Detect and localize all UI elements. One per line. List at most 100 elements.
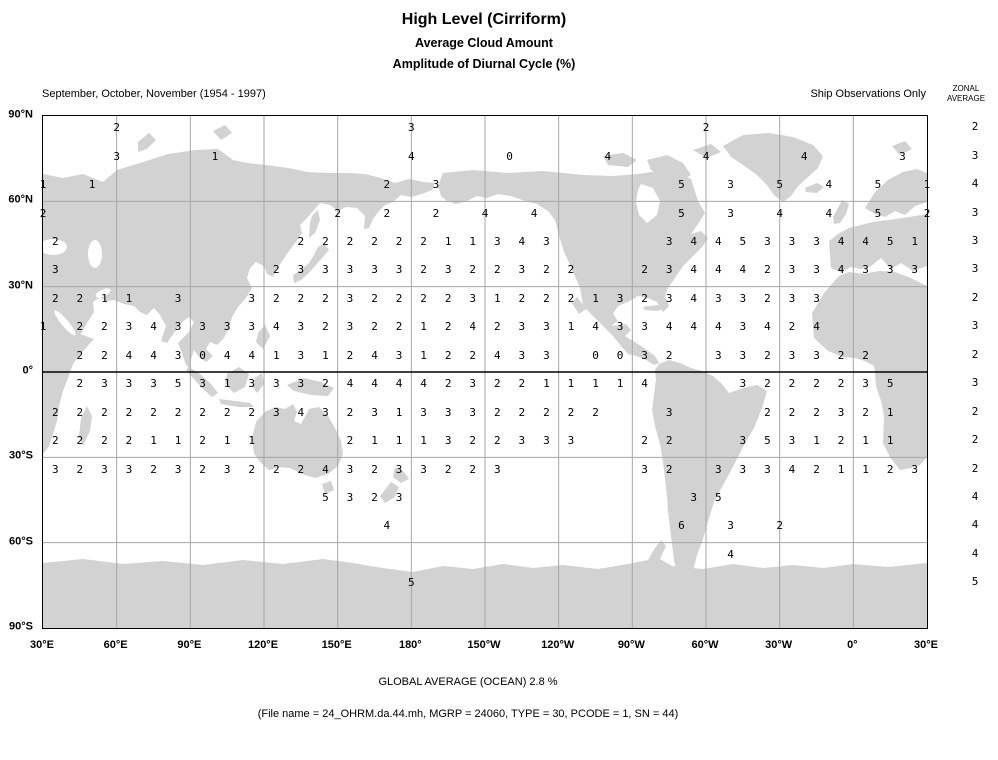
map-value-25N-c27: 2 <box>371 291 378 305</box>
map-value-25N-c51: 3 <box>665 291 673 305</box>
map-value-75N-c46: 4 <box>604 149 612 163</box>
lon-label-2-90E: 90°E <box>177 639 202 651</box>
map-value-15N-c51: 4 <box>665 320 673 334</box>
map-value-5S-c11: 5 <box>174 377 182 391</box>
zonal-average-column: 2 3 4 3 3 3 2 3 2 3 2 2 2 4 4 4 5 <box>926 115 998 627</box>
map-value-5S-c69: 5 <box>886 377 894 391</box>
map-value-35S-c7: 3 <box>125 462 133 476</box>
map-value-35N-c61: 3 <box>788 263 796 277</box>
lon-label-12-30E: 30°E <box>914 639 938 651</box>
map-value-5S-c47: 1 <box>616 377 624 391</box>
map-value-35N-c41: 2 <box>543 263 550 277</box>
lat-label-60S: 60°S <box>9 535 33 548</box>
lon-label-11-0: 0° <box>847 639 858 651</box>
persian-gulf <box>95 288 111 298</box>
map-value-15N-c27: 2 <box>371 320 378 334</box>
lon-label-6-150W: 150°W <box>467 639 501 651</box>
page-subtitle-2: Amplitude of Diurnal Cycle (%) <box>392 57 576 71</box>
map-value-55S-c28: 4 <box>383 519 391 533</box>
map-value-25N-c37: 1 <box>493 291 501 305</box>
map-value-15S-c19: 3 <box>272 405 280 419</box>
landmass-new-zealand-south <box>380 482 399 503</box>
map-value-65N-c60: 5 <box>776 178 783 192</box>
map-value-5S-c33: 2 <box>444 377 452 391</box>
map-value-35S-c29: 3 <box>395 462 403 476</box>
map-value-35N-c33: 3 <box>444 263 452 277</box>
map-value-5S-c5: 3 <box>101 377 108 391</box>
map-value-5S-c57: 3 <box>739 377 747 391</box>
map-value-35S-c13: 2 <box>199 462 206 476</box>
map-value-5N-c41: 3 <box>543 348 550 362</box>
lon-label-8-90W: 90°W <box>617 639 645 651</box>
map-value-45N-c41: 3 <box>543 235 550 248</box>
map-value-45N-c65: 4 <box>837 235 845 248</box>
map-value-25N-c45: 1 <box>592 291 599 305</box>
map-value-75N-c30: 4 <box>408 149 415 163</box>
map-value-35S-c65: 1 <box>837 462 845 476</box>
map-value-25S-c43: 3 <box>567 434 575 448</box>
lon-label-7-120W: 120°W <box>541 639 575 651</box>
map-value-45N-c57: 5 <box>739 235 747 248</box>
map-value-15S-c11: 2 <box>174 405 182 419</box>
map-value-35S-c57: 3 <box>739 462 747 476</box>
map-value-25S-c39: 3 <box>518 434 526 448</box>
map-value-45N-c39: 4 <box>518 235 526 248</box>
map-value-5S-c13: 3 <box>199 377 206 391</box>
map-value-45N-c27: 2 <box>371 235 378 248</box>
map-value-5S-c21: 3 <box>297 377 305 391</box>
lon-label-4-150E: 150°E <box>321 639 352 651</box>
landmass-java <box>219 399 254 407</box>
map-value-35N-c55: 4 <box>714 263 722 277</box>
zonal-average-5S: 3 <box>971 376 979 390</box>
map-value-15S-c65: 3 <box>837 405 845 419</box>
map-value-5S-c49: 4 <box>641 377 648 391</box>
map-value-25S-c61: 3 <box>788 434 796 448</box>
page-title: High Level (Cirriform) <box>401 11 567 28</box>
map-value-15N-c55: 4 <box>714 320 722 334</box>
zonal-average-25S: 2 <box>971 433 979 447</box>
landmass-tasmania <box>322 481 334 494</box>
map-value-5S-c43: 1 <box>567 377 575 391</box>
map-value-35N-c57: 4 <box>739 263 747 277</box>
map-value-35S-c23: 4 <box>322 462 329 476</box>
map-value-25S-c27: 1 <box>371 434 378 448</box>
map-value-25N-c11: 3 <box>174 291 182 305</box>
map-value-5N-c39: 3 <box>518 348 526 362</box>
map-value-35N-c29: 3 <box>395 263 403 277</box>
map-value-45N-c69: 5 <box>886 235 894 248</box>
map-value-75N-c70: 3 <box>899 149 906 163</box>
map-value-25N-c47: 3 <box>616 291 624 305</box>
map-value-25N-c7: 1 <box>125 291 133 305</box>
map-area: 2 3 2 3 1 4 0 4 4 4 3 1 1 2 3 5 3 5 4 5 1 2 2 2 2 4 4 5 3 4 4 5 2 2 2 2 2 2 2 2… <box>40 115 930 629</box>
map-value-25N-c25: 3 <box>346 291 354 305</box>
map-value-35N-c69: 3 <box>886 263 894 277</box>
map-value-15S-c25: 2 <box>346 405 354 419</box>
map-value-25N-c29: 2 <box>395 291 403 305</box>
map-value-15S-c35: 3 <box>469 405 477 419</box>
map-value-25S-c25: 2 <box>346 434 354 448</box>
map-value-5N-c33: 2 <box>444 348 452 362</box>
map-value-15N-c43: 1 <box>567 320 575 334</box>
map-value-25S-c31: 1 <box>420 434 427 448</box>
lon-label-0-30E: 30°E <box>30 639 54 651</box>
map-value-35S-c5: 3 <box>101 462 108 476</box>
map-value-5N-c15: 4 <box>223 348 231 362</box>
lon-label-9-60W: 60°W <box>691 639 719 651</box>
map-value-5N-c19: 1 <box>272 348 280 362</box>
map-value-35N-c51: 3 <box>665 263 673 277</box>
map-value-35S-c71: 3 <box>911 462 919 476</box>
map-value-15S-c15: 2 <box>223 405 231 419</box>
map-value-25N-c17: 3 <box>248 291 256 305</box>
zonal-average-15S: 2 <box>971 404 979 418</box>
map-value-45N-c1: 2 <box>51 235 59 248</box>
map-value-75N-c14: 1 <box>211 149 219 163</box>
map-value-15N-c39: 3 <box>518 320 526 334</box>
landmass-australia <box>252 404 343 478</box>
map-value-25S-c3: 2 <box>76 434 84 448</box>
zonal-average-85N: 2 <box>971 120 979 134</box>
map-value-15S-c9: 2 <box>150 405 157 419</box>
map-value-5S-c65: 2 <box>837 377 845 391</box>
map-value-15S-c17: 2 <box>248 405 256 419</box>
map-value-85N-c54: 2 <box>702 121 710 135</box>
